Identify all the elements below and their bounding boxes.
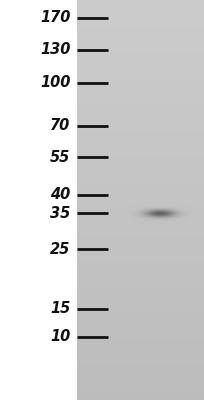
- Text: 130: 130: [40, 42, 70, 58]
- Text: 70: 70: [50, 118, 70, 133]
- Text: 35: 35: [50, 206, 70, 221]
- Text: 25: 25: [50, 242, 70, 257]
- Text: 40: 40: [50, 187, 70, 202]
- Text: 10: 10: [50, 329, 70, 344]
- Text: 100: 100: [40, 75, 70, 90]
- Text: 15: 15: [50, 301, 70, 316]
- Text: 55: 55: [50, 150, 70, 165]
- Text: 170: 170: [40, 10, 70, 26]
